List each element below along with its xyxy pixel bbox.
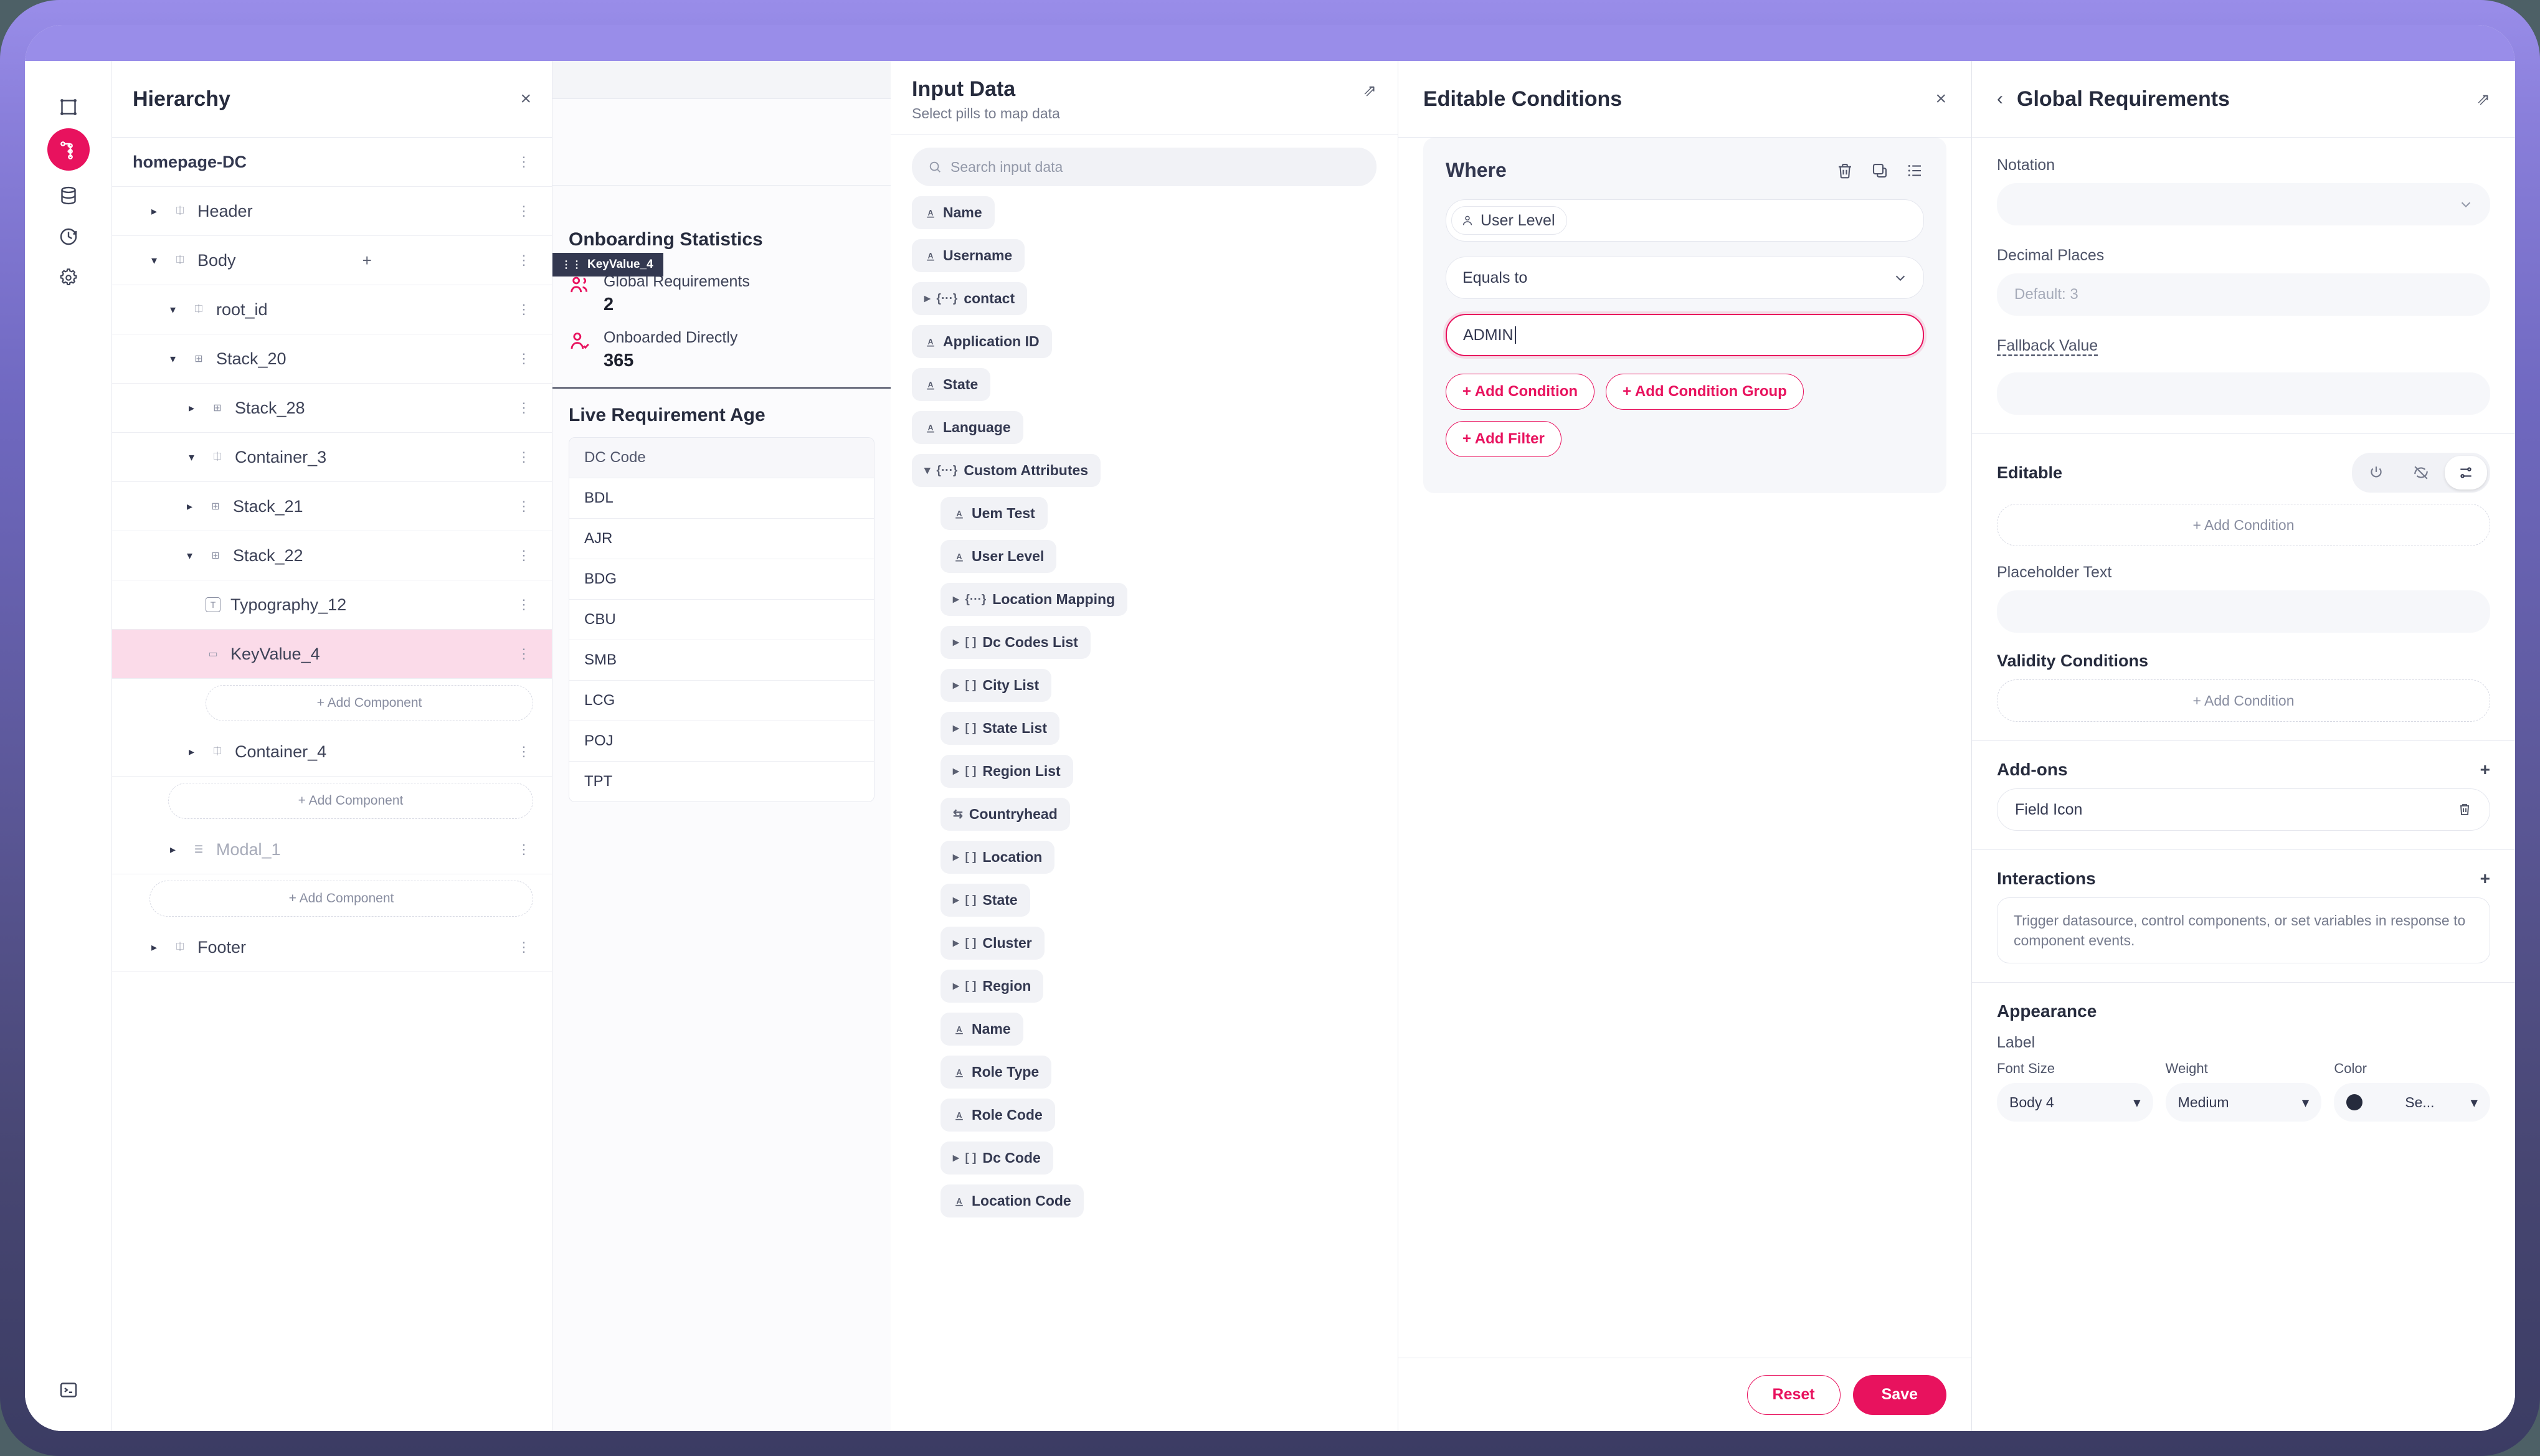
svg-text:A: A bbox=[927, 209, 933, 217]
svg-text:A: A bbox=[927, 338, 933, 346]
svg-text:A: A bbox=[956, 1025, 962, 1034]
svg-text:A: A bbox=[956, 1197, 962, 1206]
svg-text:A: A bbox=[956, 1068, 962, 1077]
svg-text:A: A bbox=[927, 381, 933, 389]
svg-text:A: A bbox=[956, 509, 962, 518]
svg-text:A: A bbox=[956, 1111, 962, 1120]
svg-text:A: A bbox=[927, 252, 933, 260]
svg-text:A: A bbox=[956, 552, 962, 561]
svg-text:A: A bbox=[927, 423, 933, 432]
